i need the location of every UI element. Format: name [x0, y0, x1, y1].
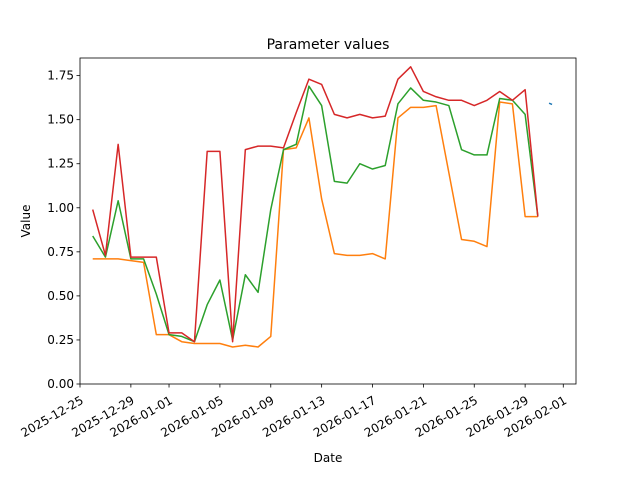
- y-tick-label: 1.25: [47, 157, 74, 171]
- series-1-line: [92, 101, 538, 348]
- y-tick-label: 0.00: [47, 377, 74, 391]
- y-tick-label: 0.25: [47, 333, 74, 347]
- plot-frame: [79, 57, 577, 385]
- series-layer: [91, 66, 553, 348]
- y-tick-label: 1.50: [47, 113, 74, 127]
- y-axis: 0.00 0.25 0.50 0.75 1.00 1.25 1.50 1.75: [47, 69, 80, 391]
- y-tick-label: 1.75: [47, 69, 74, 83]
- series-2-line: [92, 85, 539, 343]
- series-3-line: [91, 66, 539, 343]
- y-tick-label: 0.50: [47, 289, 74, 303]
- y-axis-label: Value: [19, 205, 33, 238]
- x-axis-label: Date: [314, 451, 343, 465]
- series-0-line: [548, 102, 553, 106]
- chart-title: Parameter values: [267, 37, 390, 53]
- y-tick-label: 0.75: [47, 245, 74, 259]
- y-tick-label: 1.00: [47, 201, 74, 215]
